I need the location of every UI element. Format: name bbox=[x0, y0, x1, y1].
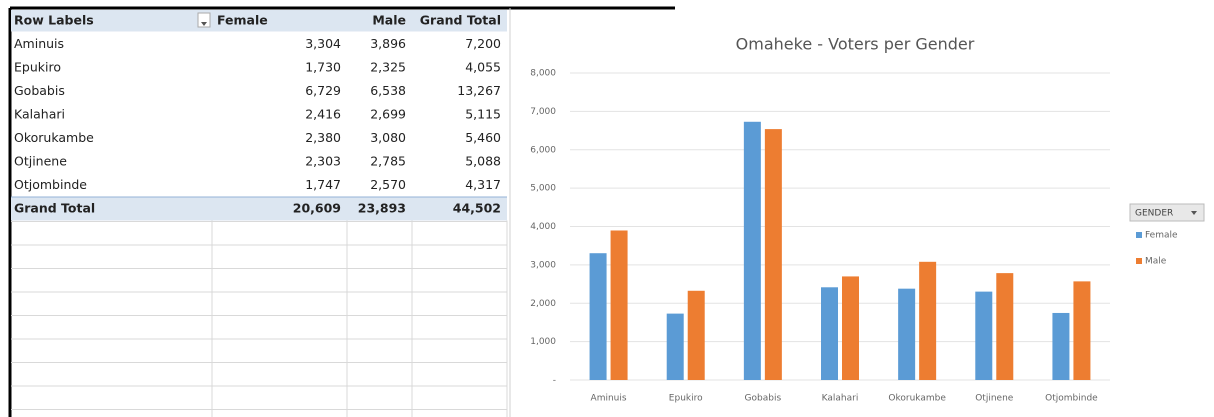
bar bbox=[919, 261, 937, 380]
cell: 7,200 bbox=[465, 36, 501, 51]
cell: 2,325 bbox=[370, 59, 406, 74]
y-tick-label: - bbox=[553, 376, 556, 386]
legend-label: Male bbox=[1145, 257, 1167, 267]
cell: 44,502 bbox=[453, 200, 501, 215]
cell: Aminuis bbox=[14, 36, 64, 51]
header-cell: Female bbox=[217, 12, 268, 27]
bar bbox=[764, 129, 782, 380]
bar bbox=[687, 290, 705, 380]
cell: 5,115 bbox=[465, 106, 501, 121]
cell: Epukiro bbox=[14, 59, 61, 74]
cell: 13,267 bbox=[457, 83, 501, 98]
legend-arrow bbox=[1191, 211, 1197, 215]
cell: 6,538 bbox=[370, 83, 406, 98]
cell: Otjombinde bbox=[14, 177, 87, 192]
cell: 3,080 bbox=[370, 130, 406, 145]
bar bbox=[610, 230, 628, 380]
header-cell: Row Labels bbox=[14, 12, 94, 27]
bar bbox=[1073, 281, 1091, 380]
cell: Grand Total bbox=[14, 200, 95, 215]
cell: 2,570 bbox=[370, 177, 406, 192]
legend-swatch bbox=[1136, 258, 1142, 264]
y-tick-label: 4,000 bbox=[530, 222, 556, 232]
x-tick-label: Gobabis bbox=[745, 394, 782, 404]
cell: 3,304 bbox=[305, 36, 341, 51]
y-tick-label: 3,000 bbox=[530, 260, 556, 270]
bar bbox=[898, 288, 916, 380]
cell: Otjinene bbox=[14, 153, 67, 168]
x-tick-label: Otjinene bbox=[975, 394, 1014, 404]
cell: Kalahari bbox=[14, 106, 65, 121]
x-tick-label: Okorukambe bbox=[888, 394, 946, 404]
cell: 4,055 bbox=[465, 59, 501, 74]
y-tick-label: 8,000 bbox=[530, 69, 556, 79]
cell: 1,747 bbox=[305, 177, 341, 192]
cell: 3,896 bbox=[370, 36, 406, 51]
cell: 2,785 bbox=[370, 153, 406, 168]
bar bbox=[821, 287, 838, 380]
cell: Okorukambe bbox=[14, 130, 94, 145]
cell: 5,088 bbox=[465, 153, 501, 168]
bar bbox=[1052, 312, 1070, 380]
total-bg bbox=[11, 197, 507, 221]
y-tick-label: 2,000 bbox=[530, 299, 556, 309]
x-tick-label: Epukiro bbox=[669, 394, 703, 404]
header-cell: Male bbox=[372, 12, 406, 27]
legend-button[interactable] bbox=[1129, 203, 1205, 222]
legend-title: GENDER bbox=[1135, 209, 1173, 219]
bar bbox=[975, 291, 993, 380]
bar bbox=[996, 273, 1014, 380]
x-tick-label: Aminuis bbox=[591, 394, 627, 404]
cell: 23,893 bbox=[358, 200, 406, 215]
cell: 2,303 bbox=[305, 153, 341, 168]
cell: 2,380 bbox=[305, 130, 341, 145]
bar bbox=[842, 276, 859, 380]
header-cell: Grand Total bbox=[420, 12, 501, 27]
bar bbox=[589, 253, 607, 380]
y-tick-label: 6,000 bbox=[530, 145, 556, 155]
cell: 20,609 bbox=[293, 200, 341, 215]
header-bg bbox=[11, 10, 507, 32]
legend-swatch bbox=[1136, 232, 1142, 238]
cell: 2,699 bbox=[370, 106, 406, 121]
cell: Gobabis bbox=[14, 83, 65, 98]
y-tick-label: 1,000 bbox=[530, 337, 556, 347]
y-tick-label: 5,000 bbox=[530, 184, 556, 194]
x-tick-label: Otjombinde bbox=[1045, 394, 1098, 404]
filter-button[interactable] bbox=[197, 12, 211, 28]
filter-arrow bbox=[201, 22, 207, 26]
cell: 1,730 bbox=[305, 59, 341, 74]
cell: 5,460 bbox=[465, 130, 501, 145]
bar bbox=[743, 121, 761, 380]
cell: 6,729 bbox=[305, 83, 341, 98]
chart-title: Omaheke - Voters per Gender bbox=[736, 35, 975, 54]
x-tick-label: Kalahari bbox=[822, 394, 859, 404]
legend-label: Female bbox=[1145, 231, 1178, 241]
bar bbox=[666, 313, 684, 380]
y-tick-label: 7,000 bbox=[530, 107, 556, 117]
cell: 2,416 bbox=[305, 106, 341, 121]
cell: 4,317 bbox=[465, 177, 501, 192]
